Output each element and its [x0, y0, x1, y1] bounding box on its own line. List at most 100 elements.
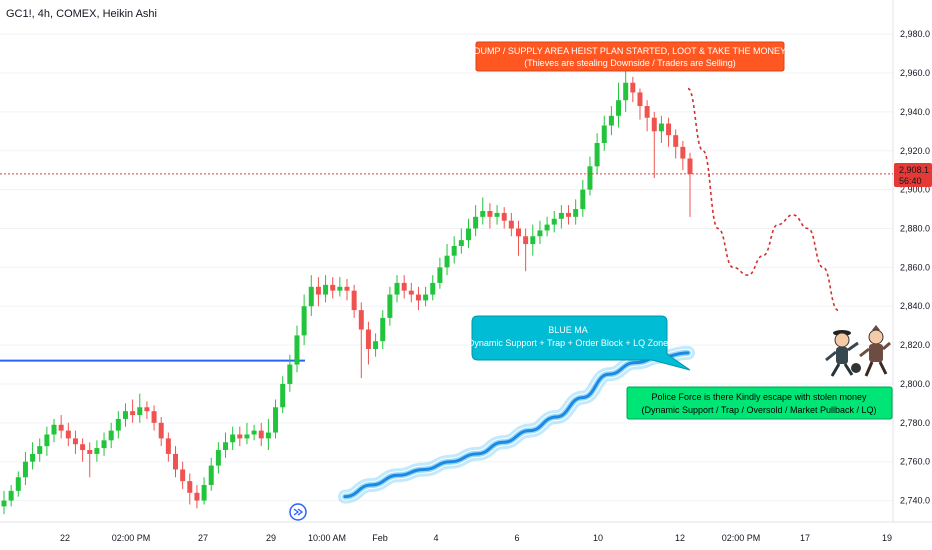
candle-body [216, 450, 221, 466]
candle-body [52, 425, 57, 435]
candle-body [30, 454, 35, 462]
candle-body [602, 125, 607, 142]
time-tick-label: 6 [514, 533, 519, 543]
candle-body [223, 442, 228, 450]
candle-body [445, 256, 450, 268]
candle-body [659, 124, 664, 132]
candle-body [59, 425, 64, 431]
candle-body [587, 166, 592, 189]
candle-body [409, 291, 414, 295]
candle-body [502, 213, 507, 221]
candle-body [130, 411, 135, 415]
candle-body [280, 384, 285, 407]
candle-body [352, 291, 357, 310]
candle-body [359, 310, 364, 329]
candle-body [180, 469, 185, 481]
blue-ma-callout-line1: BLUE MA [548, 325, 588, 335]
candle-body [466, 228, 471, 240]
candle-body [387, 295, 392, 318]
candle-body [373, 341, 378, 349]
candle-body [144, 407, 149, 411]
candle-body [102, 440, 107, 448]
time-tick-label: 4 [433, 533, 438, 543]
time-tick-label: 10:00 AM [308, 533, 346, 543]
candle-body [530, 236, 535, 244]
candle-body [87, 450, 92, 454]
candle-body [202, 485, 207, 501]
price-tick-label: 2,980.0 [900, 29, 930, 39]
green-callout[interactable]: Police Force is there Kindly escape with… [627, 387, 892, 419]
candle-body [545, 225, 550, 231]
candle-body [473, 217, 478, 229]
time-tick-label: 10 [593, 533, 603, 543]
candle-body [309, 287, 314, 306]
candle-body [616, 100, 621, 116]
candle-body [159, 423, 164, 439]
candle-body [187, 481, 192, 493]
price-tick-label: 2,740.0 [900, 496, 930, 506]
candle-body [302, 306, 307, 335]
candle-body [294, 335, 299, 364]
candle-body [609, 116, 614, 126]
candle-body [523, 236, 528, 244]
candle-body [73, 438, 78, 444]
candle-body [452, 246, 457, 256]
candle-body [266, 433, 271, 439]
candle-body [316, 287, 321, 295]
candle-body [595, 143, 600, 166]
price-tick-label: 2,780.0 [900, 418, 930, 428]
candle-body [116, 419, 121, 431]
candle-body [287, 365, 292, 384]
candle-body [402, 283, 407, 291]
candle-body [366, 330, 371, 349]
time-tick-label: 27 [198, 533, 208, 543]
green-callout-line1: Police Force is there Kindly escape with… [651, 392, 867, 402]
price-tick-label: 2,960.0 [900, 68, 930, 78]
price-tick-label: 2,920.0 [900, 146, 930, 156]
price-tick-label: 2,860.0 [900, 262, 930, 272]
candle-body [395, 283, 400, 295]
candle-body [173, 454, 178, 470]
candle-body [2, 501, 7, 507]
candle-body [666, 124, 671, 136]
candle-body [323, 285, 328, 295]
candle-body [437, 267, 442, 283]
candle-body [487, 211, 492, 217]
candle-body [688, 159, 693, 175]
candle-body [244, 434, 249, 438]
candle-body [680, 147, 685, 159]
candle-body [152, 411, 157, 423]
green-callout-line2: (Dynamic Support / Trap / Oversold / Mar… [641, 405, 876, 415]
price-tick-label: 2,940.0 [900, 107, 930, 117]
time-tick-label: 17 [800, 533, 810, 543]
candle-body [559, 213, 564, 219]
candle-body [652, 118, 657, 132]
candle-body [630, 83, 635, 93]
candle-body [37, 446, 42, 454]
candle-body [9, 491, 14, 501]
time-tick-label: 12 [675, 533, 685, 543]
candle-body [645, 106, 650, 118]
candle-body [166, 438, 171, 454]
candle-body [237, 434, 242, 438]
time-tick-label: 02:00 PM [722, 533, 761, 543]
candle-body [137, 407, 142, 415]
candle-body [194, 493, 199, 501]
candle-body [252, 431, 257, 435]
time-tick-label: 29 [266, 533, 276, 543]
candle-body [259, 431, 264, 439]
candle-body [109, 431, 114, 441]
price-tick-label: 2,880.0 [900, 223, 930, 233]
top-red-callout[interactable]: DUMP / SUPPLY AREA HEIST PLAN STARTED, L… [474, 42, 786, 71]
time-tick-label: Feb [372, 533, 388, 543]
top-red-callout-line1: DUMP / SUPPLY AREA HEIST PLAN STARTED, L… [474, 46, 786, 56]
candle-body [423, 295, 428, 301]
candle-body [537, 230, 542, 236]
replay-icon[interactable] [290, 504, 306, 520]
ticker-label: GC1!, 4h, COMEX, Heikin Ashi [6, 8, 157, 20]
candle-body [573, 209, 578, 217]
candle-body [480, 211, 485, 217]
candle-body [516, 228, 521, 236]
candle-body [416, 295, 421, 301]
